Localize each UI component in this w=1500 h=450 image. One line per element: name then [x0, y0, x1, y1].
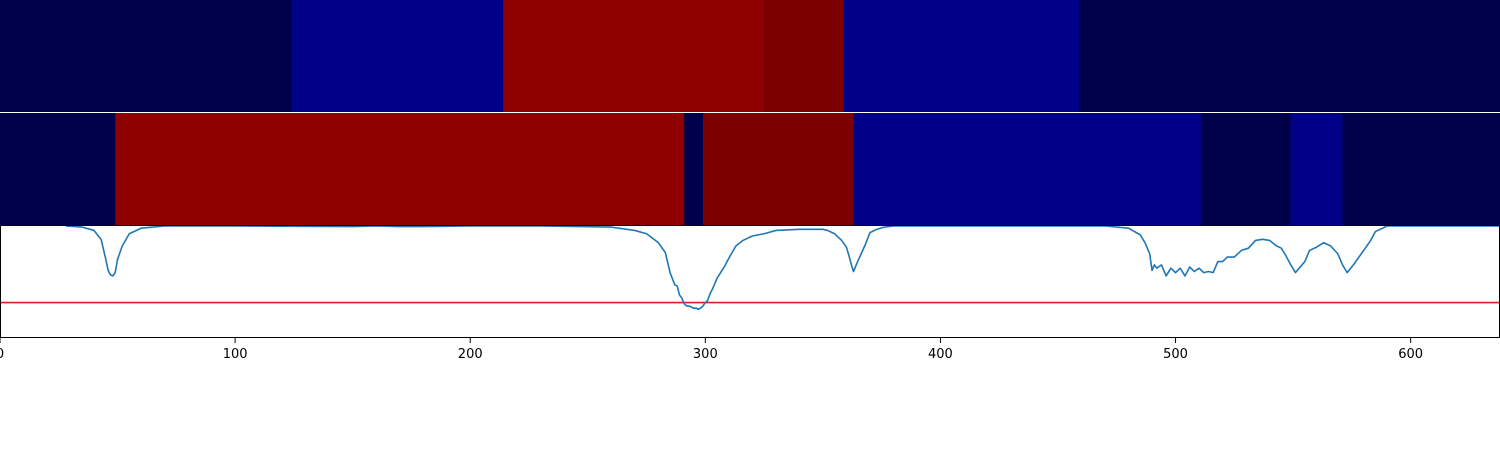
line-panel-frame: [0, 225, 1500, 338]
x-tick-label-6: 600: [1398, 347, 1423, 362]
line-panel: [0, 225, 1500, 311]
track-1-segment-0: [0, 113, 116, 225]
track-0-segment-3: [764, 0, 845, 112]
x-tick-label-1: 100: [223, 347, 248, 362]
track-0-segment-0: [0, 0, 293, 112]
track-0-segment-4: [844, 0, 1080, 112]
track-0-segment-2: [503, 0, 765, 112]
track-1-segment-4: [853, 113, 1202, 225]
x-tick-label-0: 0: [0, 347, 4, 362]
signal-line: [65, 225, 1500, 311]
track-1-segment-3: [702, 113, 854, 225]
x-axis: 0 100 200 300 400 500 600: [0, 338, 1423, 362]
x-tick-label-3: 300: [693, 347, 718, 362]
x-tick-label-2: 200: [458, 347, 483, 362]
segment-track-middle: [0, 113, 1500, 225]
segment-track-top: [0, 0, 1500, 112]
track-1-segment-5: [1201, 113, 1292, 225]
track-1-segment-1: [115, 113, 685, 225]
x-tick-label-5: 500: [1163, 347, 1188, 362]
track-0-segment-1: [291, 0, 504, 112]
x-tick-label-4: 400: [928, 347, 953, 362]
track-1-segment-2: [684, 113, 704, 225]
track-1-segment-7: [1342, 113, 1500, 225]
track-1-segment-6: [1290, 113, 1343, 225]
track-0-segment-5: [1079, 0, 1500, 112]
